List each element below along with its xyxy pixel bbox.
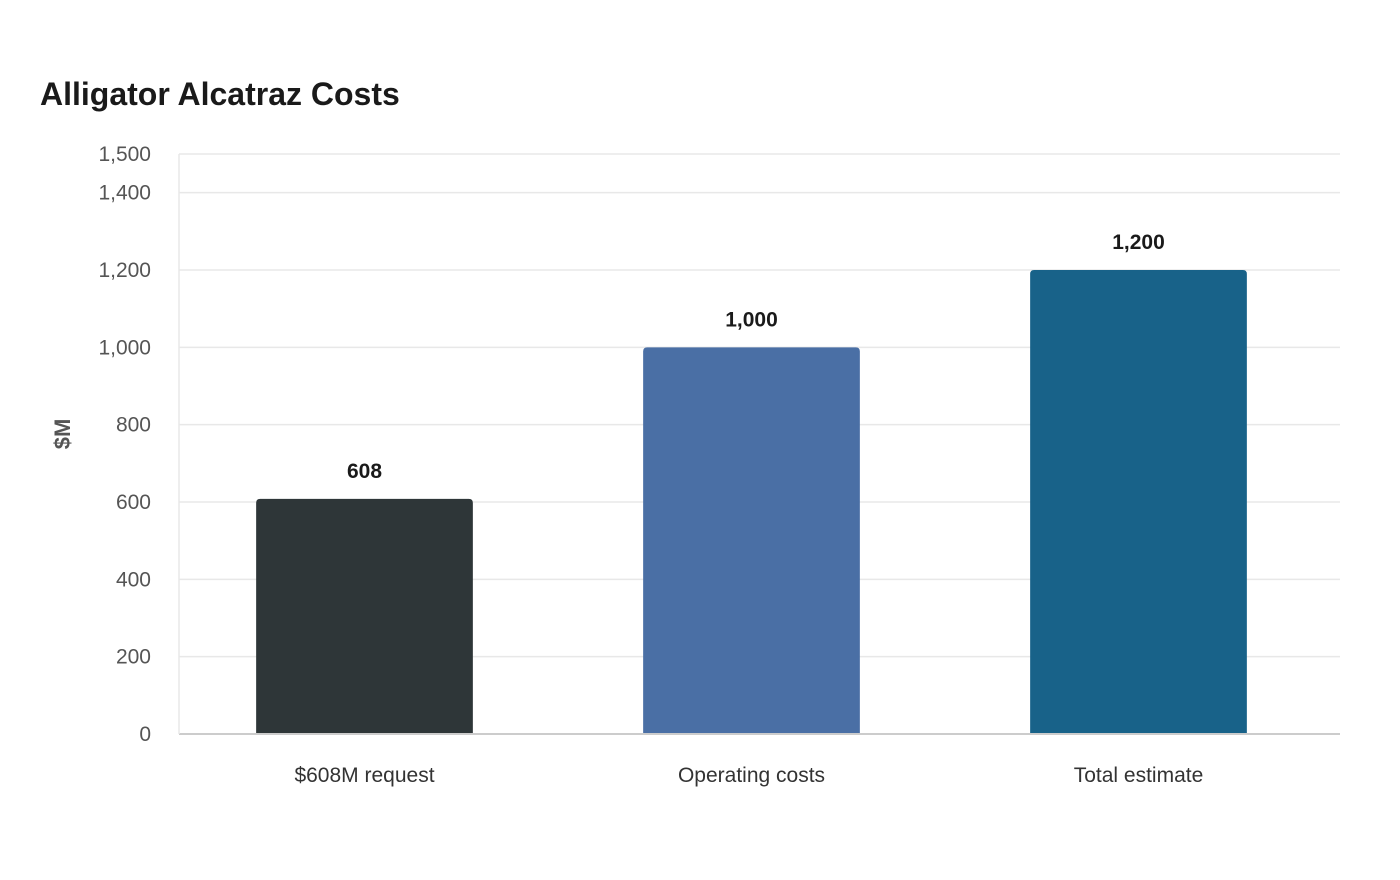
y-axis-ticks: 0 200 400 600 800 1,000 1,200 1,400 1,500: [98, 143, 151, 746]
y-tick-label: 200: [116, 646, 151, 669]
bar-value-label: 1,200: [1112, 231, 1165, 254]
y-tick-label: 1,500: [98, 143, 151, 166]
y-tick-label: 0: [139, 723, 151, 746]
x-category-label: $608M request: [294, 764, 434, 787]
bar: [643, 347, 860, 734]
bar-value-label: 1,000: [725, 308, 778, 331]
bar-value-label: 608: [347, 460, 382, 483]
x-category-label: Total estimate: [1074, 764, 1204, 787]
y-tick-label: 1,000: [98, 336, 151, 359]
bars: [256, 270, 1247, 734]
value-labels: 608 1,000 1,200: [347, 231, 1165, 483]
x-category-label: Operating costs: [678, 764, 825, 787]
y-tick-label: 1,200: [98, 259, 151, 282]
y-tick-label: 800: [116, 414, 151, 437]
y-tick-label: 400: [116, 568, 151, 591]
bar: [256, 498, 473, 734]
bar: [1030, 270, 1247, 734]
y-tick-label: 600: [116, 491, 151, 514]
x-axis-categories: $608M request Operating costs Total estima…: [294, 764, 1203, 787]
chart-title: Alligator Alcatraz Costs: [40, 76, 400, 112]
y-axis-title: $M: [50, 419, 75, 450]
y-tick-label: 1,400: [98, 182, 151, 205]
